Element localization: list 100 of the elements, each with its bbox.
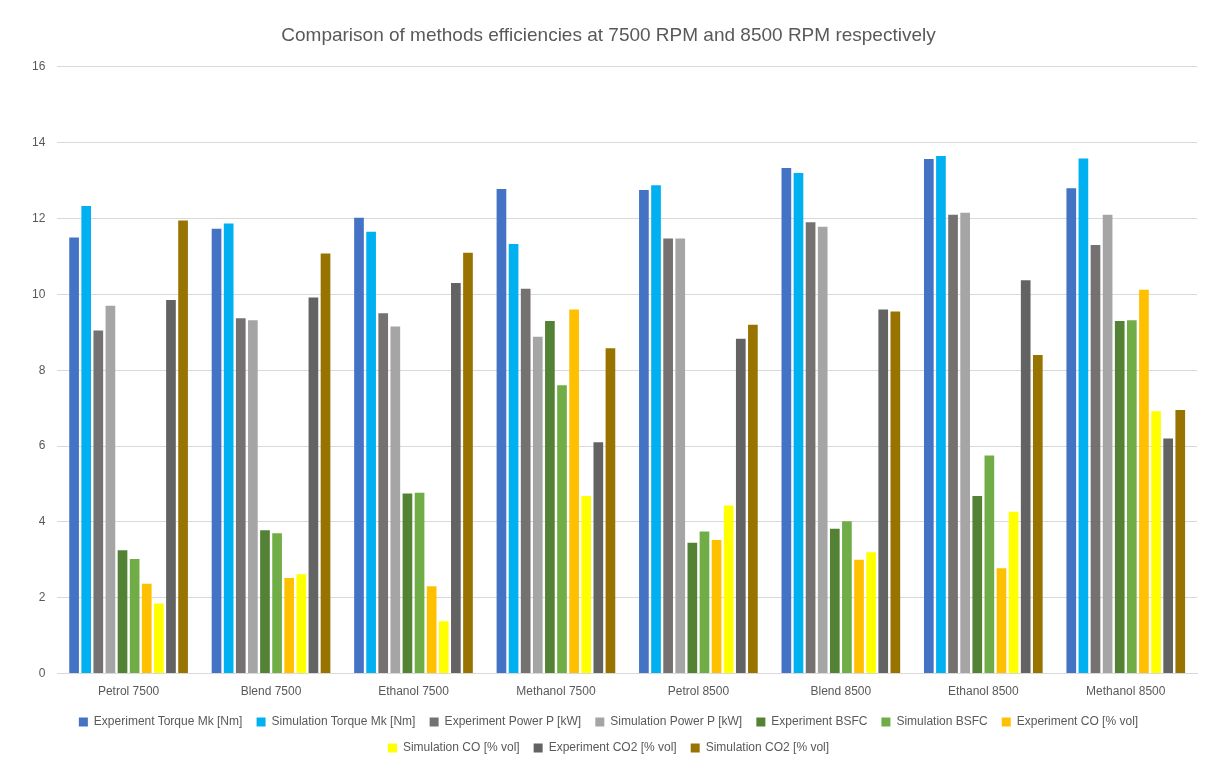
bar — [463, 252, 473, 674]
x-tick-label: Blend 8500 — [810, 684, 872, 699]
bar — [805, 222, 816, 674]
bar — [81, 205, 92, 674]
bar — [1102, 214, 1113, 674]
bar — [996, 568, 1007, 674]
bar — [141, 583, 152, 674]
legend-label: Experiment BSFC — [771, 714, 868, 729]
y-tick-label: 4 — [38, 514, 46, 529]
y-tick-label: 16 — [31, 59, 46, 74]
bar — [129, 559, 140, 674]
bar — [581, 496, 592, 674]
bar — [1020, 280, 1031, 674]
bar — [593, 442, 604, 674]
bar — [878, 309, 889, 674]
bar — [508, 243, 519, 674]
bar — [451, 282, 461, 674]
bar — [1008, 511, 1019, 674]
bar — [178, 220, 188, 674]
bar — [687, 542, 698, 674]
bar — [923, 158, 934, 674]
bar — [284, 578, 295, 674]
x-tick-label: Petrol 7500 — [97, 684, 160, 699]
bar — [211, 228, 222, 674]
bar — [842, 521, 852, 674]
y-tick-label: 12 — [31, 210, 46, 225]
bar — [1114, 320, 1125, 674]
bar — [69, 237, 79, 674]
y-tick-label: 2 — [38, 590, 46, 605]
bar — [105, 305, 116, 674]
y-tick-label: 8 — [38, 362, 46, 377]
bar — [890, 311, 901, 674]
bar — [166, 300, 176, 674]
bar — [260, 530, 270, 674]
bar — [1032, 355, 1043, 674]
legend-label: Simulation CO [% vol] — [402, 740, 520, 755]
bar — [248, 320, 258, 674]
bar — [663, 238, 673, 674]
bar — [320, 253, 331, 674]
bar — [414, 492, 425, 674]
bar — [354, 217, 364, 674]
bar — [154, 603, 164, 674]
bar — [639, 190, 649, 674]
bar — [675, 238, 686, 674]
bar — [829, 528, 840, 674]
bar — [936, 155, 946, 674]
bar — [402, 493, 413, 674]
bar — [93, 330, 104, 674]
legend-label: Experiment CO2 [% vol] — [548, 740, 677, 755]
y-tick-label: 6 — [38, 438, 46, 453]
bar — [1126, 320, 1137, 674]
y-tick-label: 14 — [31, 134, 46, 149]
bar — [699, 531, 710, 674]
bar — [605, 348, 616, 674]
bar — [438, 621, 449, 674]
bar — [1090, 245, 1101, 674]
bar — [984, 455, 995, 674]
bar — [651, 185, 661, 674]
bar — [308, 297, 319, 674]
chart-title: Comparison of methods efficiencies at 7500 RPM and 8500 RPM respectively — [281, 23, 937, 45]
bar — [235, 318, 246, 674]
x-tick-label: Methanol 8500 — [1086, 684, 1166, 699]
legend-label: Simulation BSFC — [896, 714, 989, 729]
bar — [545, 320, 555, 674]
bar — [296, 574, 307, 674]
bar — [557, 385, 567, 674]
bar — [426, 586, 437, 674]
bar — [1175, 410, 1186, 674]
bar — [735, 338, 746, 674]
bar — [817, 226, 828, 674]
bar — [781, 168, 792, 674]
legend-label: Experiment CO [% vol] — [1016, 714, 1139, 729]
bar — [378, 313, 389, 674]
bar — [496, 188, 507, 674]
bar — [711, 540, 722, 674]
x-tick-label: Ethanol 7500 — [378, 684, 450, 699]
legend-label: Simulation CO2 [% vol] — [705, 740, 830, 755]
bar — [748, 324, 758, 674]
bar — [1163, 438, 1173, 674]
bar — [569, 309, 579, 674]
bar — [866, 552, 876, 674]
x-tick-label: Ethanol 8500 — [947, 684, 1019, 699]
bar — [1151, 411, 1161, 674]
bar — [1066, 188, 1077, 674]
bar — [723, 505, 734, 674]
bar — [366, 231, 376, 674]
x-tick-label: Petrol 8500 — [667, 684, 730, 699]
bar — [972, 496, 983, 674]
bar — [272, 533, 282, 674]
legend-label: Experiment Power P [kW] — [444, 714, 582, 729]
bar — [223, 223, 234, 674]
bar — [854, 559, 864, 674]
bar — [390, 326, 401, 674]
bar — [117, 550, 128, 674]
legend-label: Simulation Torque Mk [Nm] — [271, 714, 416, 729]
legend-label: Simulation Power P [kW] — [610, 714, 743, 729]
bar — [793, 172, 804, 674]
y-tick-label: 0 — [38, 665, 46, 680]
x-tick-label: Methanol 7500 — [516, 684, 596, 699]
bar — [1078, 158, 1089, 674]
